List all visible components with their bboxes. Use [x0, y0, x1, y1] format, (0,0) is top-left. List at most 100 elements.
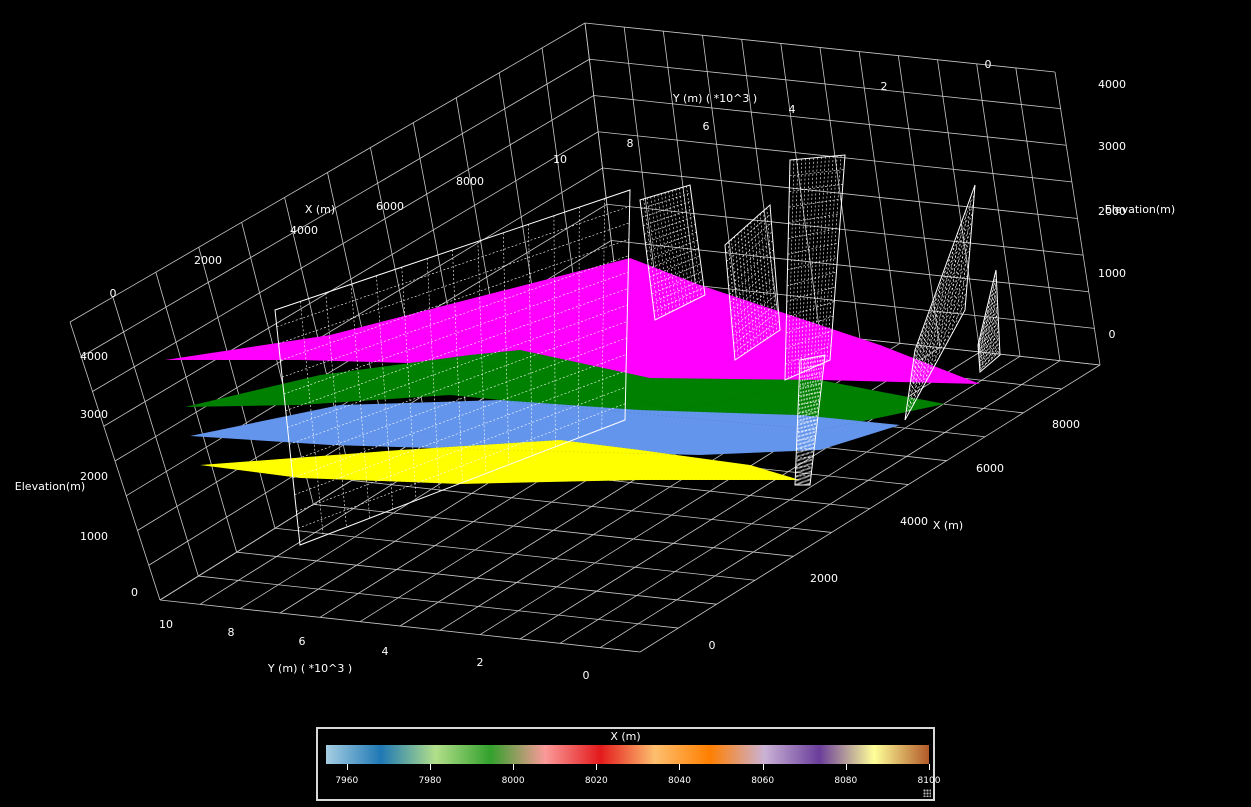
fault-mesh-line — [787, 159, 795, 379]
legend-tick — [679, 764, 681, 770]
fault-mesh-line — [502, 232, 510, 465]
y-axis-title: Y (m) ( *10^3 ) — [267, 662, 352, 675]
x-tick-label: 0 — [110, 287, 117, 300]
fault-mesh-line — [729, 267, 776, 303]
y-tick-label: 8 — [228, 626, 235, 639]
fault-mesh-line — [553, 215, 556, 447]
fault-mesh-line — [914, 193, 975, 356]
fault-mesh-line — [909, 256, 970, 391]
floor-grid-line — [599, 360, 1061, 649]
y-tick-label: 10 — [159, 618, 173, 631]
x-axis-title: X (m) — [305, 203, 335, 216]
fault-mesh-line — [794, 158, 803, 376]
z-tick-label: 3000 — [1098, 140, 1126, 153]
fault-mesh-line — [796, 359, 804, 486]
fault-mesh-line — [981, 328, 985, 369]
y-tick-label: 2 — [881, 80, 888, 93]
fault-plane — [904, 184, 976, 421]
fault-mesh-line — [578, 207, 580, 438]
fault-mesh-line — [786, 301, 835, 318]
fault-mesh-line — [993, 280, 998, 358]
fault-mesh-line — [292, 354, 627, 479]
fault-mesh-line — [800, 358, 810, 486]
fault-mesh-line — [994, 275, 999, 357]
x-tick-label: 6000 — [376, 200, 404, 213]
wall-grid-line — [114, 167, 603, 462]
x-tick-label: 4000 — [900, 515, 928, 528]
x-tick-label: 2000 — [194, 254, 222, 267]
y-tick-label: 10 — [553, 153, 567, 166]
z-tick-label: 0 — [131, 586, 138, 599]
fault-mesh-line — [282, 255, 629, 378]
fault-mesh-line — [651, 271, 702, 295]
fault-mesh-line — [826, 155, 842, 362]
fault-mesh-line — [657, 194, 674, 312]
fault-mesh-line — [294, 370, 627, 495]
fault-mesh-line — [979, 342, 1000, 369]
fault-mesh-line — [650, 263, 701, 286]
z-axis-title: Elevation(m) — [15, 480, 85, 493]
fault-mesh-line — [528, 224, 533, 456]
legend-color-bar — [326, 745, 929, 764]
fault-mesh-line — [734, 236, 745, 354]
fault-plane — [977, 269, 1001, 374]
wall-grid-line — [81, 58, 590, 358]
wall-grid-line — [598, 131, 1072, 183]
resize-grip-icon[interactable] — [923, 789, 931, 797]
fault-mesh-line — [785, 330, 833, 349]
fault-mesh-line — [806, 356, 820, 486]
fault-mesh-line — [813, 156, 826, 368]
fault-mesh-line — [285, 288, 628, 411]
x-tick-label: 2000 — [810, 572, 838, 585]
horizon-texture — [199, 439, 801, 485]
fault-mesh-line — [682, 187, 699, 299]
fault-mesh-line — [816, 156, 830, 366]
fault-mesh-line — [978, 306, 998, 357]
z-tick-label: 4000 — [1098, 78, 1126, 91]
fault-mesh-line — [643, 208, 694, 226]
fault-mesh-line — [956, 208, 967, 326]
wall-grid-line — [584, 22, 1056, 73]
fault-mesh-line — [786, 286, 836, 302]
fault-mesh-line — [982, 323, 987, 368]
legend-tick-label: 7980 — [418, 776, 442, 786]
color-legend[interactable]: X (m) 7960 7980 8000 8020 8040 8060 8080 8100 — [316, 727, 940, 801]
legend-tick-label: 8000 — [501, 776, 525, 786]
x-axis-title: X (m) — [933, 519, 963, 532]
fault-planes — [274, 154, 1001, 546]
z-tick-label: 0 — [1109, 328, 1116, 341]
fault-mesh-line — [652, 279, 703, 304]
fault-mesh-line — [376, 275, 394, 510]
fault-mesh-line — [325, 292, 347, 528]
fault-plane-outline — [784, 154, 846, 381]
wall-grid-line — [602, 167, 1078, 219]
legend-tick — [596, 764, 598, 770]
y-tick-label: 4 — [789, 103, 796, 116]
fault-mesh-line — [979, 330, 1000, 365]
fault-mesh-line — [805, 356, 819, 486]
fault-mesh-line — [731, 285, 777, 320]
fault-plane — [784, 154, 846, 381]
fault-mesh-line — [727, 242, 739, 358]
fault-mesh-line — [905, 300, 966, 416]
z-tick-label: 3000 — [80, 408, 108, 421]
legend-labels: 7960 7980 8000 8020 8040 8060 8080 8100 — [326, 776, 940, 790]
fault-mesh-line — [797, 419, 818, 423]
legend-tick-label: 8100 — [917, 776, 941, 786]
horizon-surface — [190, 400, 900, 455]
axis-labels: 01000200030004000Elevation(m)01000200030… — [15, 58, 1175, 682]
fault-mesh-line — [797, 358, 806, 486]
legend-tick — [429, 764, 431, 770]
fault-mesh-line — [643, 198, 659, 319]
fault-plane — [794, 354, 826, 486]
x-tick-label: 4000 — [290, 224, 318, 237]
z-axis-title: Elevation(m) — [1105, 203, 1175, 216]
fault-mesh-line — [668, 191, 684, 306]
fault-mesh-line — [728, 249, 774, 287]
fault-plane-outline — [639, 184, 706, 321]
fault-mesh-line — [664, 192, 681, 308]
fault-mesh-line — [661, 193, 677, 310]
fault-mesh-line — [943, 243, 954, 350]
fault-mesh-line — [807, 355, 822, 486]
